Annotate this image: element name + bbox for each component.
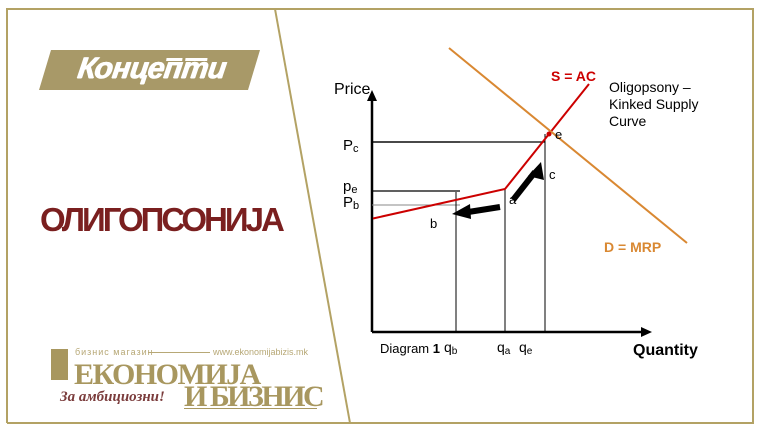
svg-text:qa: qa: [497, 339, 511, 357]
svg-text:Oligopsony –: Oligopsony –: [609, 79, 691, 95]
svg-text:qb: qb: [444, 339, 458, 357]
svg-text:Pb: Pb: [343, 194, 359, 212]
svg-text:D = MRP: D = MRP: [604, 239, 661, 255]
svg-text:Diagram 1: Diagram 1: [380, 341, 440, 356]
svg-text:Price: Price: [334, 81, 371, 98]
svg-text:Quantity: Quantity: [633, 342, 698, 359]
svg-text:e: e: [555, 127, 562, 142]
svg-text:a: a: [509, 192, 517, 207]
svg-text:Curve: Curve: [609, 113, 647, 129]
svg-text:c: c: [549, 167, 556, 182]
svg-text:Kinked Supply: Kinked Supply: [609, 96, 699, 112]
svg-text:S = AC: S = AC: [551, 68, 596, 84]
svg-text:qe: qe: [519, 339, 533, 357]
svg-text:b: b: [430, 216, 437, 231]
svg-text:Pc: Pc: [343, 137, 359, 155]
